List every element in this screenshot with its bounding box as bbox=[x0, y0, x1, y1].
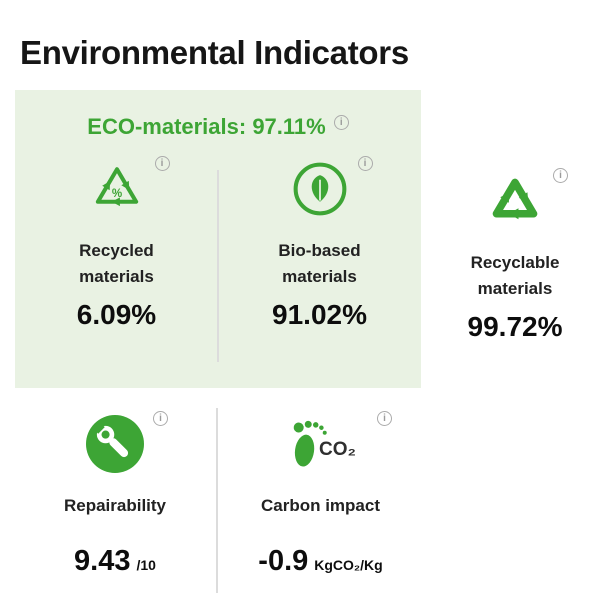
carbon-impact-value: -0.9 bbox=[258, 544, 309, 577]
recycled-materials-label: Recycled materials bbox=[79, 241, 154, 286]
bio-based-materials-value: 91.02% bbox=[272, 299, 367, 330]
recycled-materials-cell: % i Recycled materials 6.09% bbox=[15, 156, 218, 331]
recyclable-materials-icon bbox=[492, 178, 538, 220]
repairability-value: 9.43 bbox=[74, 544, 131, 577]
repairability-label: Repairability bbox=[63, 496, 167, 515]
bio-based-materials-label: Bio-based materials bbox=[278, 241, 361, 286]
carbon-impact-icon-wrap: CO₂ i bbox=[273, 411, 392, 473]
carbon-impact-unit: KgCO₂/Kg bbox=[314, 556, 383, 573]
eco-materials-cells: % i Recycled materials 6.09% i Bio-based… bbox=[15, 156, 421, 331]
repairability-value-row: 9.43 /10 bbox=[74, 545, 156, 578]
eco-materials-panel: ECO-materials: 97.11% i % i Recycled mat… bbox=[15, 90, 421, 388]
carbon-impact-cell: CO₂ i Carbon impact -0.9 KgCO₂/Kg bbox=[228, 411, 413, 578]
bottom-vertical-divider bbox=[216, 408, 218, 593]
eco-materials-info-icon[interactable]: i bbox=[333, 115, 349, 130]
recycled-materials-icon-wrap: % i bbox=[88, 156, 170, 218]
recyclable-materials-icon-wrap: i bbox=[486, 168, 568, 230]
repairability-unit: /10 bbox=[136, 556, 156, 573]
carbon-impact-value-row: -0.9 KgCO₂/Kg bbox=[258, 545, 382, 578]
bio-based-materials-icon-wrap: i bbox=[291, 156, 373, 218]
recycled-materials-icon: % bbox=[95, 167, 138, 207]
repairability-info-icon[interactable]: i bbox=[153, 411, 168, 426]
carbon-footprint-icon bbox=[293, 420, 327, 467]
recycled-materials-value: 6.09% bbox=[76, 299, 157, 330]
eco-materials-headline-row: ECO-materials: 97.11% i bbox=[15, 90, 421, 140]
recyclable-materials-info-icon[interactable]: i bbox=[553, 168, 568, 183]
repairability-wrench-icon bbox=[86, 415, 144, 473]
carbon-impact-label: Carbon impact bbox=[260, 496, 381, 515]
co2-icon-text: CO₂ bbox=[319, 439, 356, 460]
eco-materials-headline: ECO-materials: 97.11% bbox=[87, 114, 326, 139]
bio-based-materials-cell: i Bio-based materials 91.02% bbox=[218, 156, 421, 331]
repairability-cell: i Repairability 9.43 /10 bbox=[15, 411, 215, 578]
recyclable-materials-value: 99.72% bbox=[467, 311, 563, 342]
repairability-icon-wrap: i bbox=[86, 411, 168, 473]
recycled-materials-info-icon[interactable]: i bbox=[154, 156, 170, 171]
page-title: Environmental Indicators bbox=[20, 34, 409, 72]
bio-based-materials-info-icon[interactable]: i bbox=[357, 156, 373, 171]
svg-text:%: % bbox=[111, 187, 121, 200]
carbon-impact-info-icon[interactable]: i bbox=[377, 411, 392, 426]
recyclable-materials-label: Recyclable materials bbox=[470, 253, 560, 298]
recyclable-materials-cell: i Recyclable materials 99.72% bbox=[430, 90, 600, 343]
bio-based-materials-icon bbox=[293, 162, 346, 216]
panel-vertical-divider bbox=[217, 170, 219, 362]
